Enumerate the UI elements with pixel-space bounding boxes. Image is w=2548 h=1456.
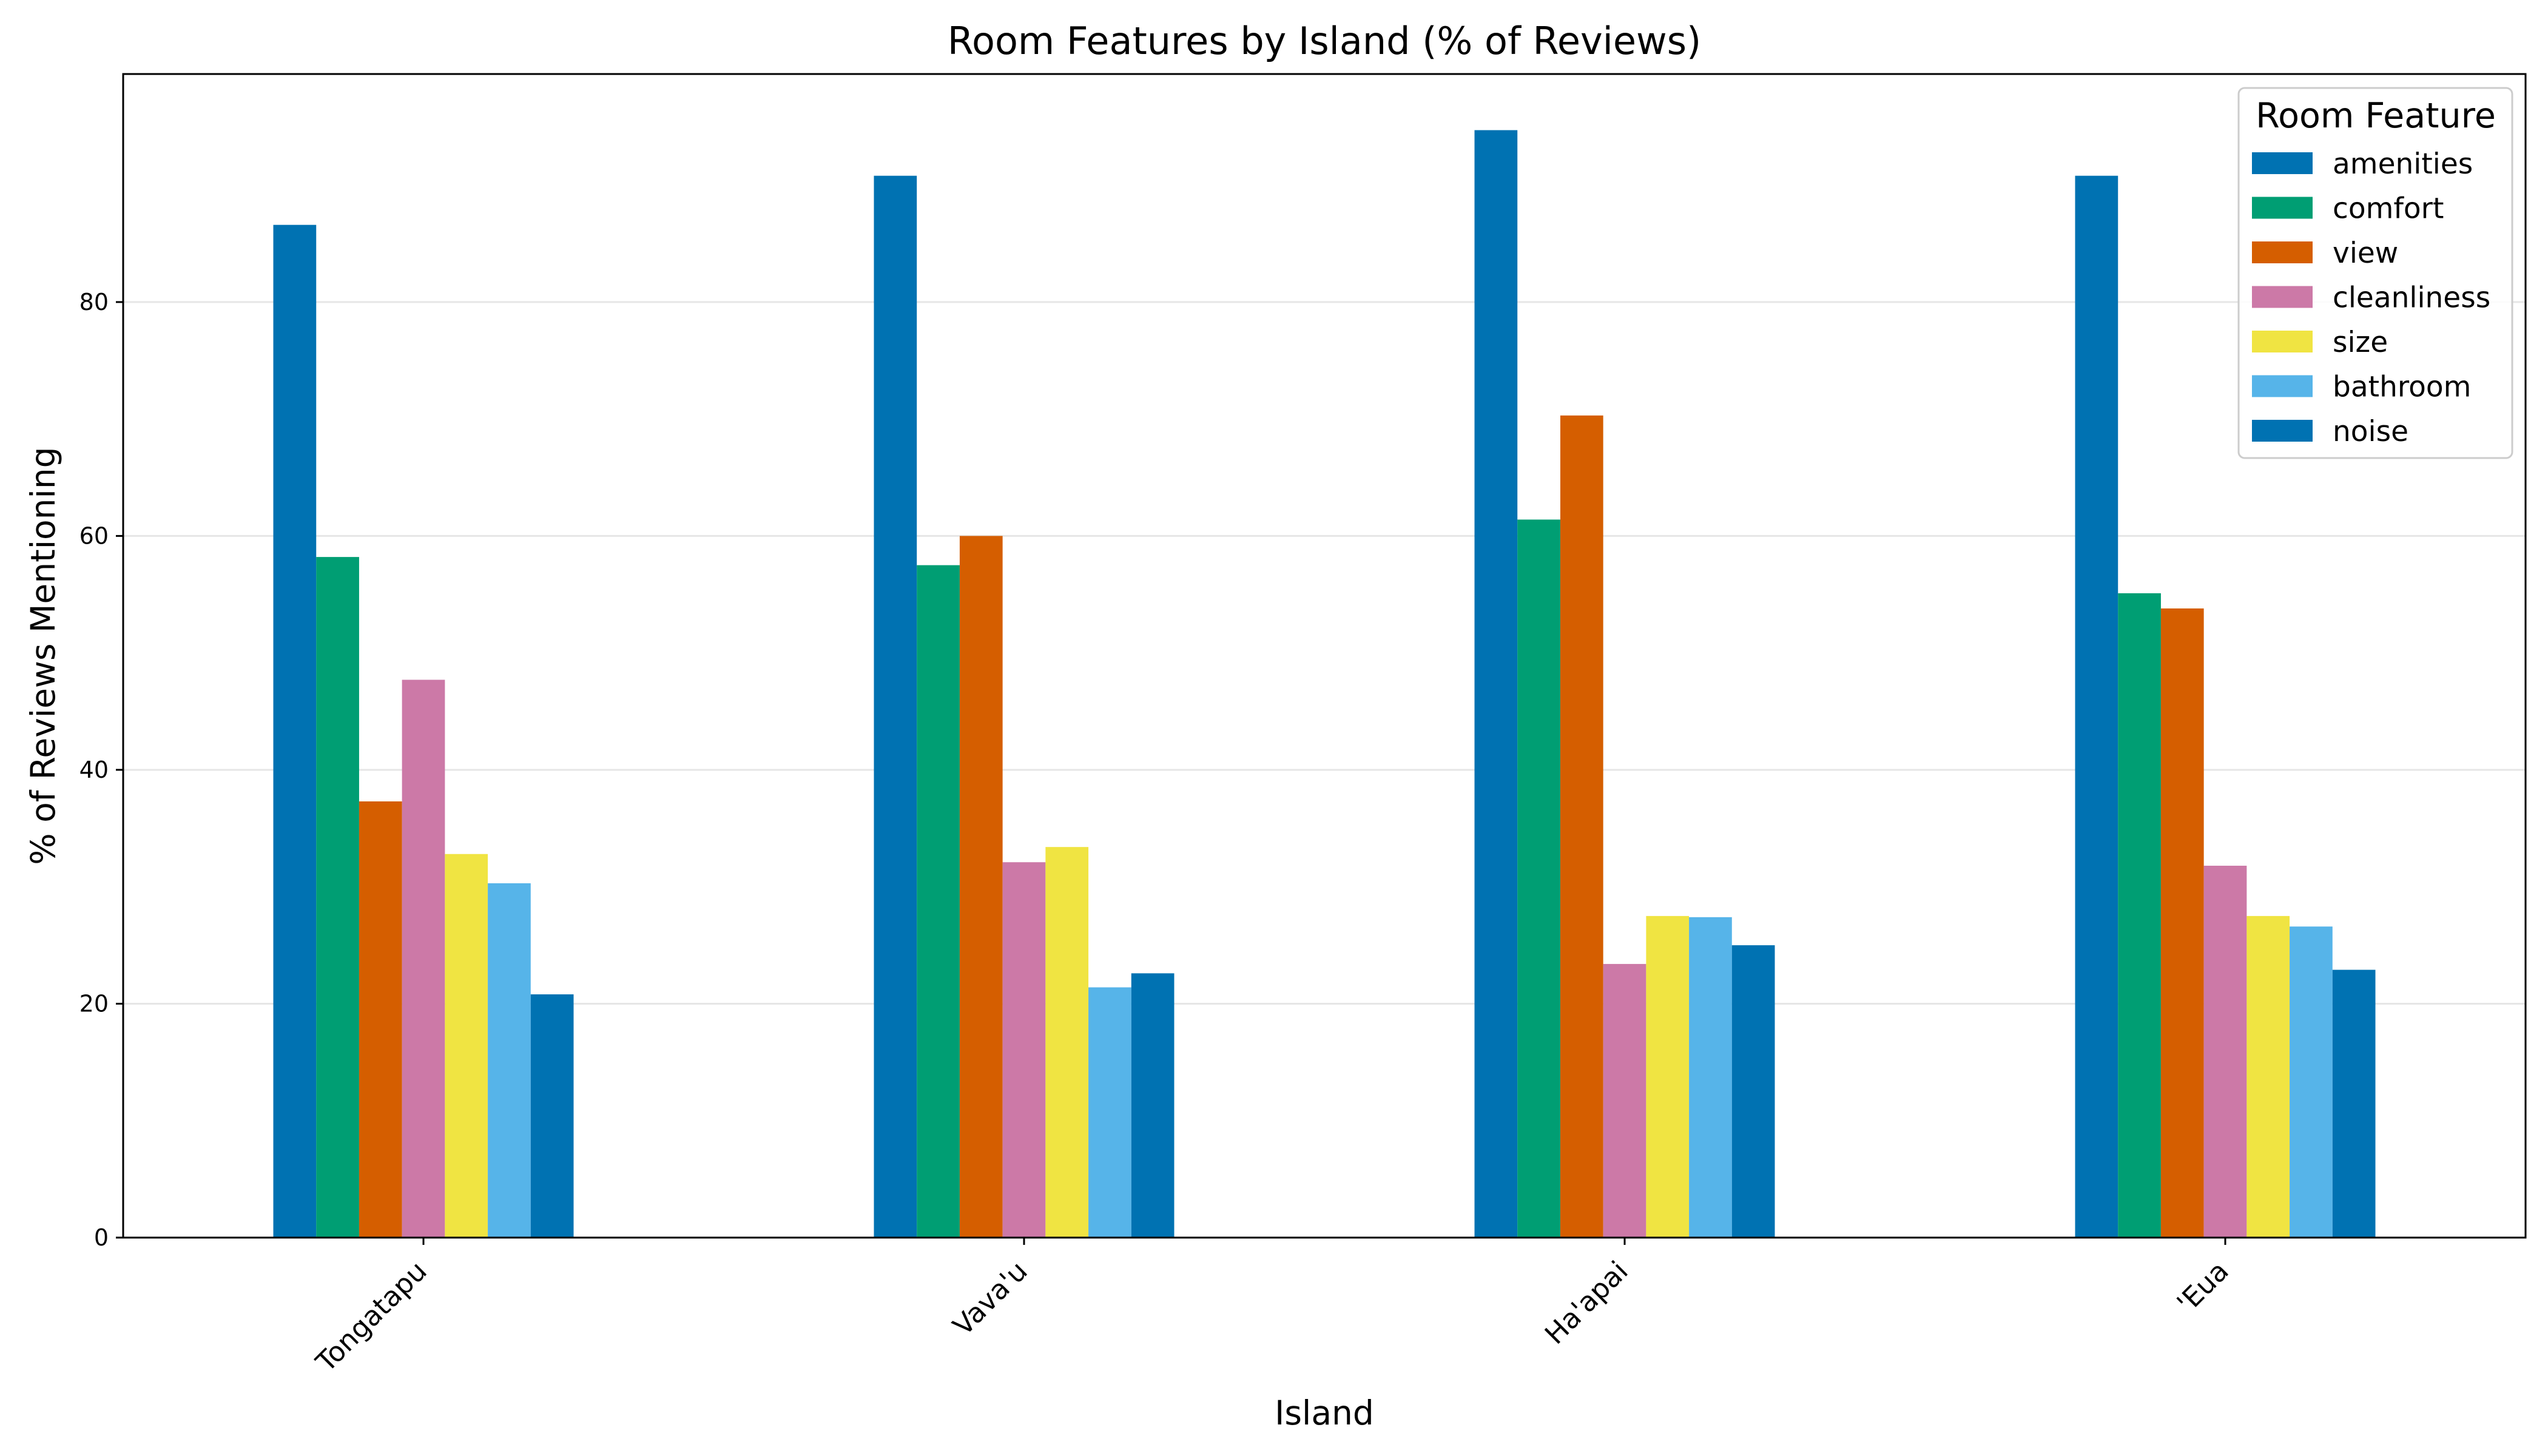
bar-bathroom	[2290, 926, 2333, 1238]
legend-items: amenities comfort view cleanliness size bathr…	[2252, 147, 2490, 448]
legend-swatch-view	[2252, 241, 2313, 263]
legend-swatch-size	[2252, 331, 2313, 352]
bar-view	[1560, 415, 1603, 1238]
legend-label-view: view	[2333, 237, 2398, 270]
y-axis: 0 20 40 60 80	[79, 289, 123, 1251]
y-axis-title: % of Reviews Mentioning	[24, 447, 62, 864]
legend-swatch-amenities	[2252, 152, 2313, 174]
bar-amenities	[874, 175, 917, 1238]
legend-label-size: size	[2333, 326, 2388, 359]
legend-swatch-cleanliness	[2252, 286, 2313, 308]
y-tick-label: 0	[94, 1224, 109, 1251]
legend-swatch-noise	[2252, 420, 2313, 442]
bar-comfort	[917, 565, 960, 1238]
bar-view	[959, 536, 1003, 1238]
bar-bathroom	[1088, 987, 1131, 1238]
chart-title: Room Features by Island (% of Reviews)	[948, 19, 1701, 63]
legend: Room Feature amenities comfort view cleanli…	[2237, 87, 2513, 459]
bar-amenities	[273, 224, 317, 1238]
bar-comfort	[1517, 519, 1560, 1238]
bar-bathroom	[488, 883, 531, 1238]
bar-cleanliness	[402, 679, 445, 1238]
bar-cleanliness	[1603, 963, 1646, 1238]
bar-bathroom	[1689, 917, 1732, 1238]
bar-noise	[2332, 969, 2376, 1238]
plot-frame	[122, 73, 2527, 1239]
legend-label-comfort: comfort	[2333, 192, 2444, 226]
bars	[273, 130, 2376, 1238]
legend-label-amenities: amenities	[2333, 147, 2473, 181]
bar-noise	[1731, 945, 1775, 1238]
bar-size	[2246, 915, 2290, 1238]
legend-label-bathroom: bathroom	[2333, 371, 2471, 404]
bar-size	[1646, 915, 1690, 1238]
bar-comfort	[316, 557, 359, 1238]
bar-view	[359, 801, 402, 1238]
bar-noise	[1131, 973, 1175, 1238]
bar-cleanliness	[2203, 866, 2247, 1238]
y-tick-label: 60	[79, 522, 109, 549]
bar-size	[1045, 847, 1089, 1238]
y-tick-label: 40	[79, 757, 109, 783]
legend-label-cleanliness: cleanliness	[2333, 281, 2490, 315]
legend-title: Room Feature	[2256, 96, 2496, 136]
bar-amenities	[2075, 175, 2118, 1238]
legend-swatch-comfort	[2252, 197, 2313, 219]
bar-size	[445, 854, 488, 1238]
x-axis-title: Island	[1275, 1394, 1374, 1432]
y-tick-label: 20	[79, 990, 109, 1017]
bar-amenities	[1474, 130, 1518, 1238]
legend-swatch-bathroom	[2252, 375, 2313, 397]
bar-cleanliness	[1002, 862, 1046, 1238]
bar-noise	[530, 994, 574, 1238]
legend-frame	[2237, 87, 2513, 459]
y-tick-label: 80	[79, 289, 109, 315]
legend-label-noise: noise	[2333, 415, 2408, 448]
bar-view	[2160, 608, 2204, 1238]
bar-comfort	[2118, 593, 2161, 1238]
